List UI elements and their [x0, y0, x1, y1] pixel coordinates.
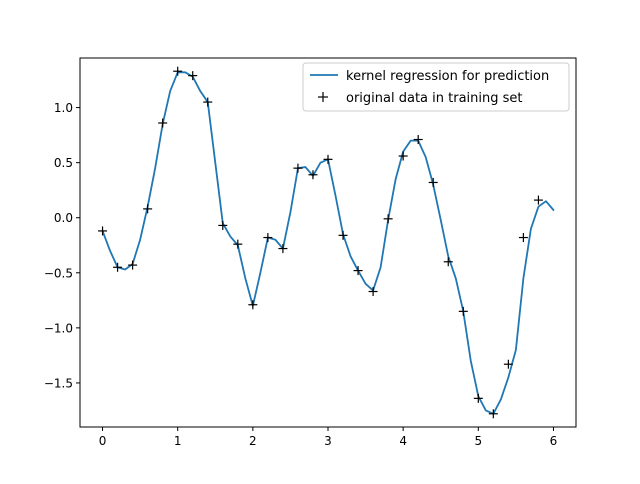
legend-label-kernel-regression: kernel regression for prediction: [346, 69, 549, 84]
x-tick-label: 2: [249, 434, 257, 448]
data-point-marker: [473, 393, 483, 403]
data-point-marker: [173, 66, 183, 76]
data-point-marker: [308, 170, 318, 180]
data-point-marker: [113, 262, 123, 272]
x-tick-label: 4: [399, 434, 407, 448]
legend-box: [302, 62, 570, 112]
legend-marker-swatch: [318, 92, 328, 102]
data-point-marker: [533, 195, 543, 205]
data-point-marker: [233, 239, 243, 249]
x-tick-label: 1: [174, 434, 182, 448]
data-point-marker: [323, 154, 333, 164]
plot-layer: [98, 66, 555, 419]
y-tick-label: 0.0: [54, 211, 73, 225]
data-point-marker: [413, 135, 423, 145]
y-tick-label: −1.5: [44, 376, 73, 390]
ticks-layer: 0 1 2 3 4 5 6 −1.5 −1.0 −0.5 0.0 0.5 1.0: [44, 101, 557, 448]
x-tick-label: 3: [324, 434, 332, 448]
data-point-marker: [338, 230, 348, 240]
y-tick-label: 1.0: [54, 101, 73, 115]
data-point-marker: [398, 151, 408, 161]
data-point-marker: [488, 409, 498, 419]
y-tick-label: 0.5: [54, 156, 73, 170]
data-point-marker: [503, 359, 513, 369]
y-tick-label: −1.0: [44, 321, 73, 335]
x-tick-label: 0: [99, 434, 107, 448]
x-tick-label: 6: [550, 434, 558, 448]
data-point-marker: [263, 233, 273, 243]
legend: kernel regression for prediction origina…: [302, 62, 570, 112]
data-point-marker: [293, 163, 303, 173]
data-point-marker: [218, 220, 228, 230]
data-point-marker: [368, 287, 378, 297]
data-point-marker: [203, 97, 213, 107]
data-point-marker: [428, 177, 438, 187]
legend-label-training-data: original data in training set: [346, 91, 522, 106]
data-point-marker: [443, 257, 453, 267]
data-point-marker: [383, 214, 393, 224]
data-point-marker: [353, 266, 363, 276]
data-point-marker: [458, 306, 468, 316]
data-point-marker: [248, 300, 258, 310]
data-point-marker: [143, 204, 153, 214]
x-tick-label: 5: [474, 434, 482, 448]
data-point-marker: [278, 244, 288, 254]
y-tick-label: −0.5: [44, 266, 73, 280]
data-point-marker: [98, 226, 108, 236]
data-point-marker: [188, 71, 198, 81]
data-point-marker: [158, 118, 168, 128]
data-point-marker: [518, 233, 528, 243]
data-point-marker: [128, 260, 138, 270]
